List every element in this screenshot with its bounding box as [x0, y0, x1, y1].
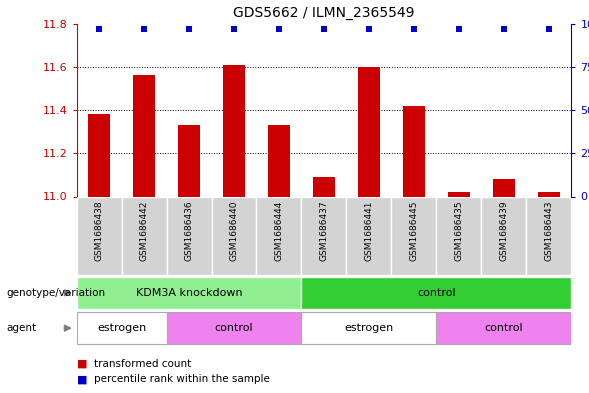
- Bar: [492, 179, 515, 196]
- Bar: [133, 75, 155, 196]
- Text: GSM1686441: GSM1686441: [365, 200, 373, 261]
- Bar: [167, 196, 211, 275]
- Bar: [77, 312, 167, 344]
- Bar: [223, 65, 245, 196]
- Text: agent: agent: [6, 323, 36, 333]
- Bar: [448, 192, 470, 196]
- Bar: [302, 277, 571, 309]
- Bar: [268, 125, 290, 196]
- Text: ■: ■: [77, 374, 87, 384]
- Text: GSM1686444: GSM1686444: [274, 200, 283, 261]
- Text: control: control: [485, 323, 523, 333]
- Bar: [178, 125, 200, 196]
- Bar: [88, 114, 110, 196]
- Bar: [436, 196, 481, 275]
- Text: GSM1686439: GSM1686439: [499, 200, 508, 261]
- Bar: [346, 196, 392, 275]
- Text: GSM1686443: GSM1686443: [544, 200, 553, 261]
- Bar: [313, 177, 335, 196]
- Bar: [481, 196, 527, 275]
- Text: genotype/variation: genotype/variation: [6, 288, 105, 298]
- Text: control: control: [214, 323, 253, 333]
- Bar: [538, 192, 560, 196]
- Bar: [121, 196, 167, 275]
- Bar: [77, 196, 121, 275]
- Text: KDM3A knockdown: KDM3A knockdown: [135, 288, 242, 298]
- Text: control: control: [417, 288, 456, 298]
- Title: GDS5662 / ILMN_2365549: GDS5662 / ILMN_2365549: [233, 6, 415, 20]
- Bar: [302, 196, 346, 275]
- Bar: [403, 106, 425, 196]
- Text: estrogen: estrogen: [345, 323, 393, 333]
- Text: transformed count: transformed count: [94, 358, 191, 369]
- Bar: [392, 196, 436, 275]
- Bar: [527, 196, 571, 275]
- Text: GSM1686442: GSM1686442: [140, 200, 148, 261]
- Text: ■: ■: [77, 358, 87, 369]
- Bar: [436, 312, 571, 344]
- Text: percentile rank within the sample: percentile rank within the sample: [94, 374, 270, 384]
- Bar: [302, 312, 436, 344]
- Bar: [211, 196, 256, 275]
- Bar: [167, 312, 302, 344]
- Bar: [358, 67, 380, 196]
- Text: GSM1686438: GSM1686438: [95, 200, 104, 261]
- Text: GSM1686437: GSM1686437: [319, 200, 329, 261]
- Bar: [256, 196, 302, 275]
- Text: estrogen: estrogen: [97, 323, 146, 333]
- Bar: [77, 277, 302, 309]
- Text: GSM1686440: GSM1686440: [230, 200, 239, 261]
- Text: GSM1686435: GSM1686435: [454, 200, 464, 261]
- Text: GSM1686436: GSM1686436: [184, 200, 194, 261]
- Text: GSM1686445: GSM1686445: [409, 200, 418, 261]
